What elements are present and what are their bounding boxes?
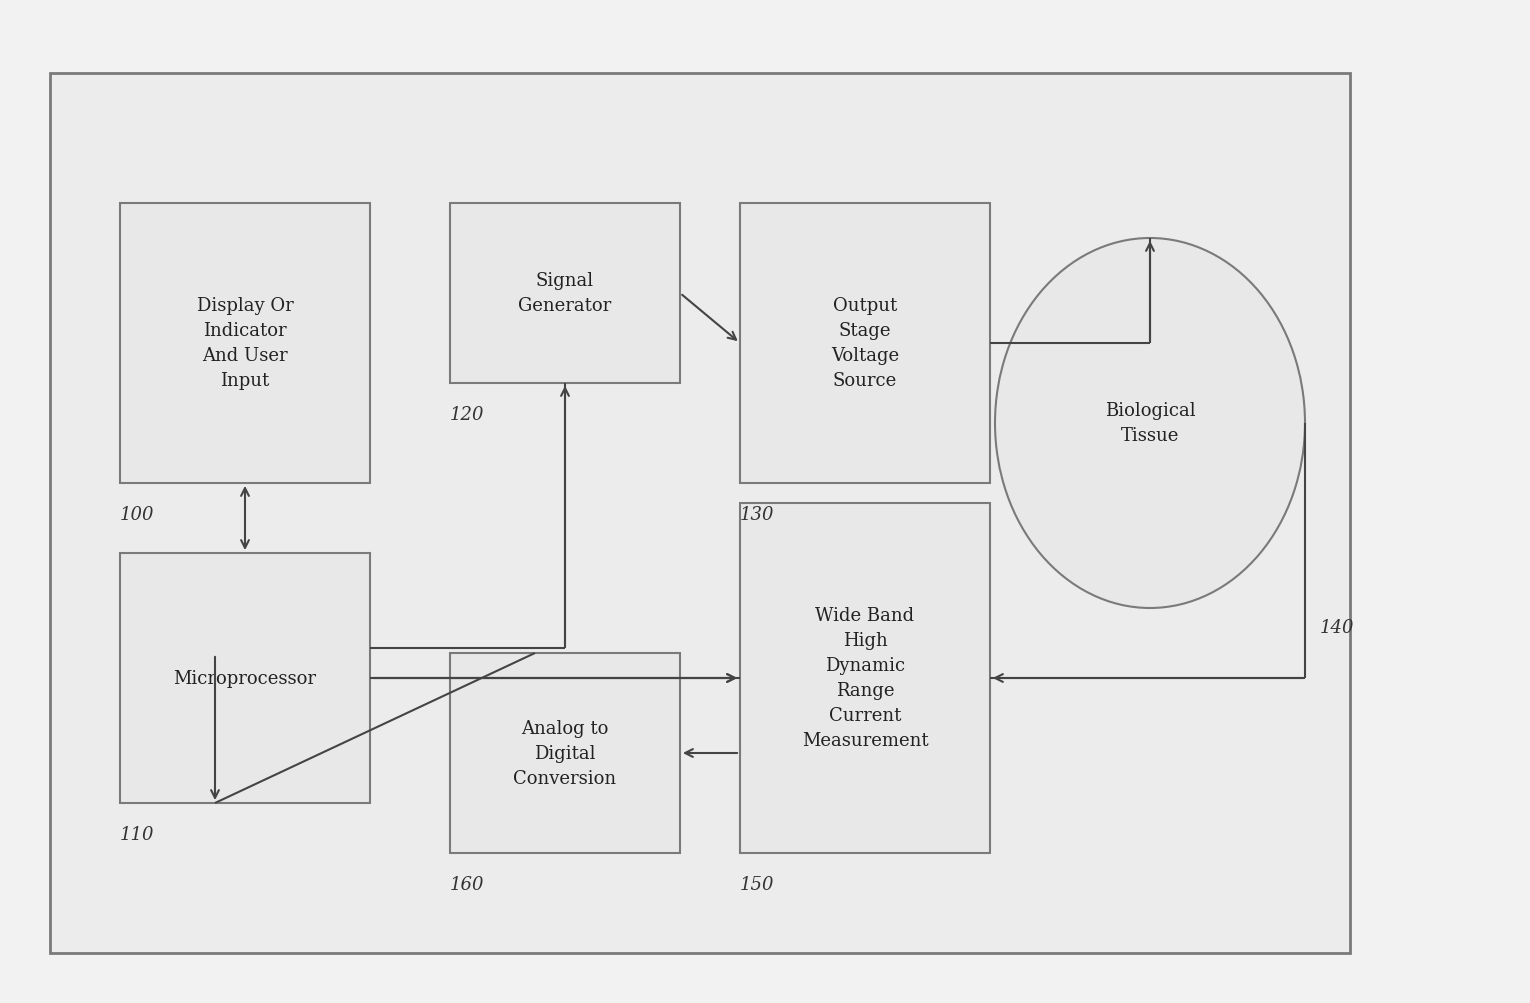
Text: Analog to
Digital
Conversion: Analog to Digital Conversion [514,719,617,787]
Bar [119,554,370,803]
Text: 110: 110 [119,825,155,844]
Bar [119,204,370,483]
Text: 160: 160 [450,876,485,893]
Text: Signal
Generator: Signal Generator [519,272,612,315]
Text: Wide Band
High
Dynamic
Range
Current
Measurement: Wide Band High Dynamic Range Current Mea… [802,607,929,750]
Text: 150: 150 [741,876,774,893]
Bar [450,653,679,854]
Text: 100: 100 [119,506,155,524]
Bar [450,204,679,383]
Text: Microprocessor: Microprocessor [173,669,317,687]
Bar [741,504,990,854]
Text: Biological
Tissue: Biological Tissue [1105,402,1195,445]
Text: 140: 140 [1320,619,1354,636]
Text: Output
Stage
Voltage
Source: Output Stage Voltage Source [831,297,900,390]
Bar [50,74,1349,953]
Text: 120: 120 [450,405,485,423]
Bar [741,204,990,483]
Ellipse shape [994,239,1305,609]
Text: 130: 130 [741,506,774,524]
Text: Display Or
Indicator
And User
Input: Display Or Indicator And User Input [197,297,294,390]
